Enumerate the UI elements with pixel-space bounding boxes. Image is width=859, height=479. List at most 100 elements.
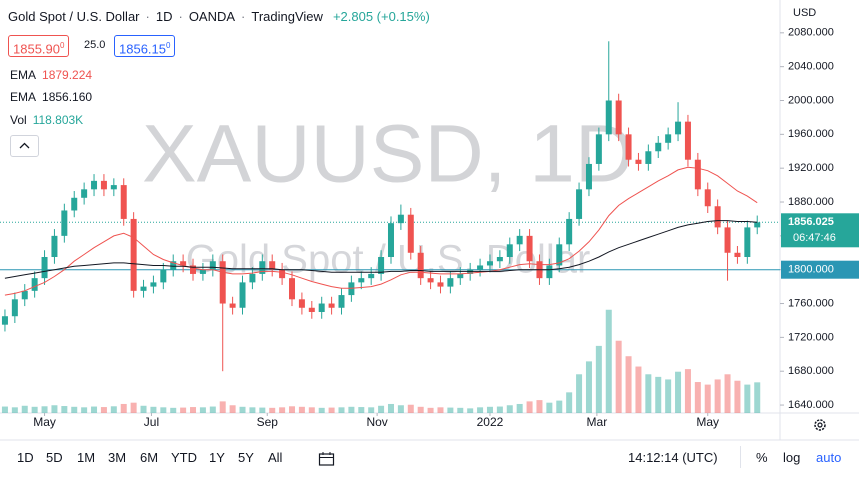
candle-body xyxy=(378,257,385,274)
log-button[interactable]: log xyxy=(783,450,801,465)
candle-body xyxy=(21,290,28,300)
y-tick-label: 1760.000 xyxy=(788,297,834,309)
bid-sup: 0 xyxy=(60,41,65,50)
candle-body xyxy=(714,206,721,228)
volume-bar xyxy=(160,407,167,413)
y-tick-label: 1920.000 xyxy=(788,162,834,174)
volume-bar xyxy=(348,406,355,413)
date-range-button[interactable] xyxy=(318,451,336,467)
volume-bar xyxy=(100,407,107,413)
change: +2.805 (+0.15%) xyxy=(332,9,430,24)
candle-body xyxy=(477,265,484,270)
gear xyxy=(814,419,826,431)
candle-body xyxy=(219,261,226,304)
range-button[interactable]: All xyxy=(268,450,283,465)
ema-line xyxy=(4,220,758,279)
candle-body xyxy=(585,163,592,190)
header: Gold Spot / U.S. Dollar · 1D · OANDA · Trad… xyxy=(8,9,430,24)
candle-body xyxy=(566,218,573,245)
candle-body xyxy=(387,223,394,258)
candle-body xyxy=(318,303,325,312)
currency: USD xyxy=(793,7,816,19)
volume-bar xyxy=(576,374,583,413)
countdown: 06:47:46 xyxy=(793,232,836,244)
x-tick-label: 2022 xyxy=(477,415,504,429)
volume-bar xyxy=(328,407,335,413)
volume-bar xyxy=(110,406,117,413)
candle-body xyxy=(358,278,365,283)
y-tick-label: 1640.000 xyxy=(788,399,834,411)
volume-bar xyxy=(585,361,592,413)
volume-bar xyxy=(170,407,177,413)
candle-body xyxy=(605,100,612,135)
candle-body xyxy=(397,214,404,224)
volume-bar xyxy=(704,384,711,413)
ask: 1856.15 xyxy=(119,41,166,57)
candle-body xyxy=(516,235,523,245)
volume-bar xyxy=(279,407,286,413)
volume-bar xyxy=(199,407,206,413)
range-button[interactable]: 1D xyxy=(17,450,34,465)
settings-icon[interactable] xyxy=(814,419,826,431)
volume-bar xyxy=(734,380,741,413)
candle-body xyxy=(100,180,107,190)
auto-button[interactable]: auto xyxy=(816,450,842,465)
range-button[interactable]: YTD xyxy=(171,450,197,465)
percent-button[interactable]: % xyxy=(756,450,768,465)
candle-body xyxy=(71,197,78,211)
range-button[interactable]: 1Y xyxy=(209,450,225,465)
volume-bar xyxy=(269,407,276,413)
volume-bar xyxy=(516,403,523,413)
collapse-button[interactable] xyxy=(10,135,39,157)
volume-bar xyxy=(605,309,612,413)
candle-body xyxy=(269,261,276,270)
volume-bar xyxy=(457,407,464,413)
candle-body xyxy=(645,151,652,164)
y-tick-label: 1720.000 xyxy=(788,331,834,343)
candle-body xyxy=(665,134,672,143)
volume-bar xyxy=(665,379,672,413)
candle-body xyxy=(279,269,286,279)
candle-body xyxy=(744,227,751,258)
candle-body xyxy=(229,303,236,308)
interval: 1D xyxy=(155,9,173,24)
y-tick-label: 1680.000 xyxy=(788,365,834,377)
volume-bar xyxy=(239,406,246,413)
separator: · xyxy=(178,9,183,24)
candle-body xyxy=(407,214,414,253)
volume-bar xyxy=(635,366,642,413)
volume-bar xyxy=(259,407,266,413)
volume-bar xyxy=(120,403,127,413)
chevron-icon xyxy=(19,142,30,149)
bid-box[interactable]: 1855.900 xyxy=(8,35,70,57)
range-button[interactable]: 1M xyxy=(77,450,96,465)
volume-bar xyxy=(546,402,553,413)
gear-hole xyxy=(817,422,823,428)
range-button[interactable]: 5Y xyxy=(238,450,254,465)
volume-bar xyxy=(467,408,474,413)
candle-body xyxy=(675,121,682,135)
y-tick-label: 2000.000 xyxy=(788,94,834,106)
volume-bar xyxy=(289,406,296,413)
calendar-icon xyxy=(318,452,335,466)
volume-bar xyxy=(11,407,18,413)
candle-body xyxy=(170,261,177,270)
candle-body xyxy=(160,269,167,283)
volume-bar xyxy=(694,382,701,413)
volume-bar xyxy=(1,406,8,413)
volume-bar xyxy=(190,407,197,413)
range-button[interactable]: 3M xyxy=(108,450,127,465)
range-button[interactable]: 5D xyxy=(46,450,63,465)
volume-bar xyxy=(338,407,345,413)
candle-body xyxy=(289,278,296,300)
volume-bar xyxy=(81,407,88,413)
volume-bar xyxy=(684,369,691,413)
candle-body xyxy=(734,252,741,258)
range-button[interactable]: 6M xyxy=(140,450,159,465)
ask-box[interactable]: 1856.150 xyxy=(114,35,176,57)
volume-bar xyxy=(536,400,543,413)
candle-body xyxy=(259,261,266,274)
volume-bar xyxy=(477,407,484,413)
symbol: Gold Spot / U.S. Dollar xyxy=(8,9,140,24)
